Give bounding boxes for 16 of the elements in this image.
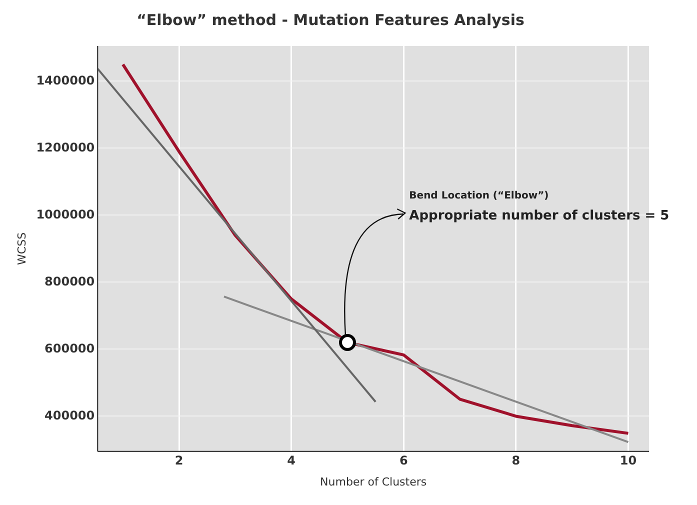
x-tick-label: 6 [399, 454, 408, 468]
x-axis-title: Number of Clusters [320, 475, 427, 488]
annotation: Appropriate number of clusters = 5 [409, 208, 670, 224]
x-tick-label: 2 [174, 454, 184, 468]
y-axis-title: WCSS [15, 232, 28, 265]
y-tick-label: 600000 [44, 341, 95, 356]
x-tick-label: 4 [287, 454, 296, 468]
x-tick-label: 10 [620, 454, 637, 468]
y-tick-label: 800000 [44, 274, 95, 288]
y-tick-label: 1400000 [36, 73, 95, 88]
y-tick-label: 1000000 [36, 207, 95, 222]
x-tick-label: 8 [512, 454, 520, 468]
chart-title: “Elbow” method - Mutation Features Analysis [136, 10, 524, 29]
annotation: Bend Location (“Elbow”) [409, 190, 549, 202]
y-tick-label: 400000 [44, 408, 95, 422]
y-tick-label: 1200000 [36, 140, 95, 154]
